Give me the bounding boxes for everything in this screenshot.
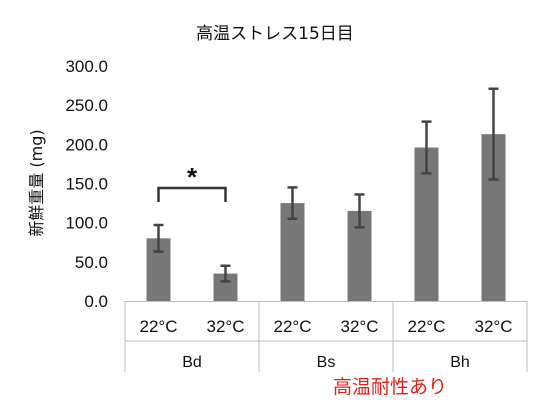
group-labels: Bd Bs Bh — [182, 354, 470, 371]
y-axis-label: 新鮮重量 (mg) — [27, 129, 46, 236]
y-tick-label: 0.0 — [84, 292, 108, 311]
error-bar — [354, 193, 365, 229]
group-label: Bh — [450, 354, 470, 371]
y-tick-label: 250.0 — [65, 96, 108, 115]
x-tick-label: 32°C — [207, 317, 245, 336]
bars — [146, 134, 506, 301]
heat-tolerance-annotation: 高温耐性あり — [333, 376, 447, 398]
group-label: Bd — [182, 354, 202, 371]
chart-title: 高温ストレス15日目 — [196, 24, 354, 44]
significance-star: * — [187, 162, 198, 192]
y-tick-label: 50.0 — [75, 253, 108, 272]
x-axis — [124, 301, 528, 372]
x-tick-label: 22°C — [408, 317, 446, 336]
error-bar — [421, 120, 432, 175]
x-tick-label: 22°C — [274, 317, 312, 336]
error-bar — [153, 223, 164, 253]
y-tick-label: 100.0 — [65, 214, 108, 233]
y-axis-ticks: 0.0 50.0 100.0 150.0 200.0 250.0 300.0 — [65, 57, 108, 311]
error-bars — [153, 87, 499, 283]
x-tick-label: 32°C — [475, 317, 513, 336]
significance-bracket: * — [157, 162, 227, 202]
x-category-labels: 22°C 32°C 22°C 32°C 22°C 32°C — [140, 317, 513, 336]
y-tick-label: 150.0 — [65, 175, 108, 194]
y-tick-label: 200.0 — [65, 135, 108, 154]
x-tick-label: 32°C — [341, 317, 379, 336]
error-bar — [287, 186, 298, 220]
error-bar — [220, 264, 231, 283]
group-label: Bs — [317, 354, 336, 371]
error-bar — [488, 87, 499, 181]
x-tick-label: 22°C — [140, 317, 178, 336]
y-tick-label: 300.0 — [65, 57, 108, 76]
